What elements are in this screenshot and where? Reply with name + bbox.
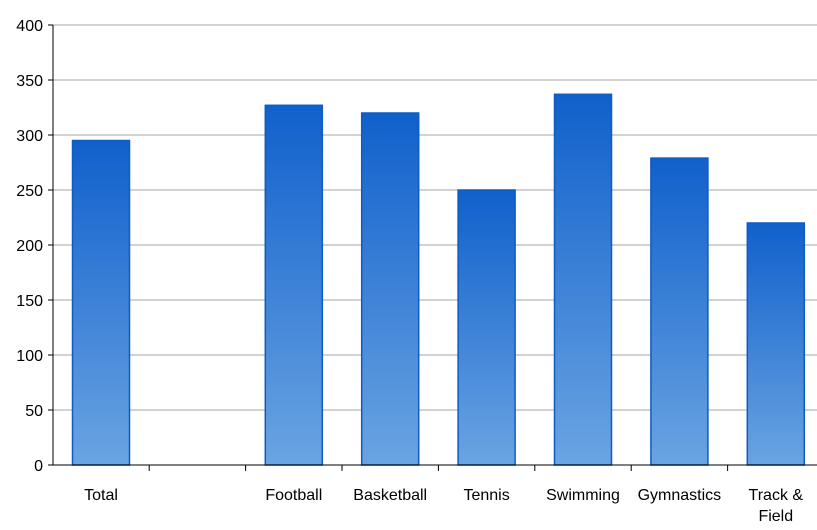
x-category-label: Swimming — [546, 487, 620, 504]
x-category-label-line: Football — [265, 487, 322, 504]
bar-basketball — [360, 112, 420, 466]
bar-swimming — [553, 93, 613, 466]
y-tick-label: 200 — [16, 238, 43, 255]
axes — [48, 24, 817, 471]
y-tick-label: 50 — [25, 403, 43, 420]
y-tick-label: 150 — [16, 293, 43, 310]
x-category-label-line: Basketball — [353, 487, 427, 504]
gridlines — [53, 24, 817, 411]
y-tick-label: 250 — [16, 183, 43, 200]
x-category-label-line: Gymnastics — [638, 487, 722, 504]
x-category-label: Total — [84, 487, 118, 504]
x-category-label: Gymnastics — [638, 487, 722, 504]
x-category-label: Football — [265, 487, 322, 504]
x-category-label-line: Track & — [749, 487, 804, 504]
x-category-label-line: Field — [758, 508, 793, 525]
bar-total — [71, 139, 131, 466]
x-category-label: Tennis — [463, 487, 509, 504]
bar-tennis — [457, 189, 516, 466]
bar-gymnastics — [650, 157, 709, 466]
bar-track-field — [746, 222, 806, 466]
x-category-label: Basketball — [353, 487, 427, 504]
y-tick-label: 300 — [16, 128, 43, 145]
x-category-label: Track & Field — [749, 487, 804, 525]
y-tick-labels: 0 50 100 150 200 250 300 350 400 — [16, 18, 43, 475]
bar-football — [264, 104, 324, 466]
x-category-labels: Total Football Basketball Tennis Swimming Gym… — [84, 487, 803, 525]
y-tick-label: 400 — [16, 18, 43, 35]
x-category-label-line: Tennis — [463, 487, 509, 504]
y-tick-label: 100 — [16, 348, 43, 365]
y-tick-label: 0 — [34, 458, 43, 475]
x-category-label-line: Swimming — [546, 487, 620, 504]
x-category-label-line: Total — [84, 487, 118, 504]
y-tick-label: 350 — [16, 73, 43, 90]
bars — [71, 93, 806, 466]
